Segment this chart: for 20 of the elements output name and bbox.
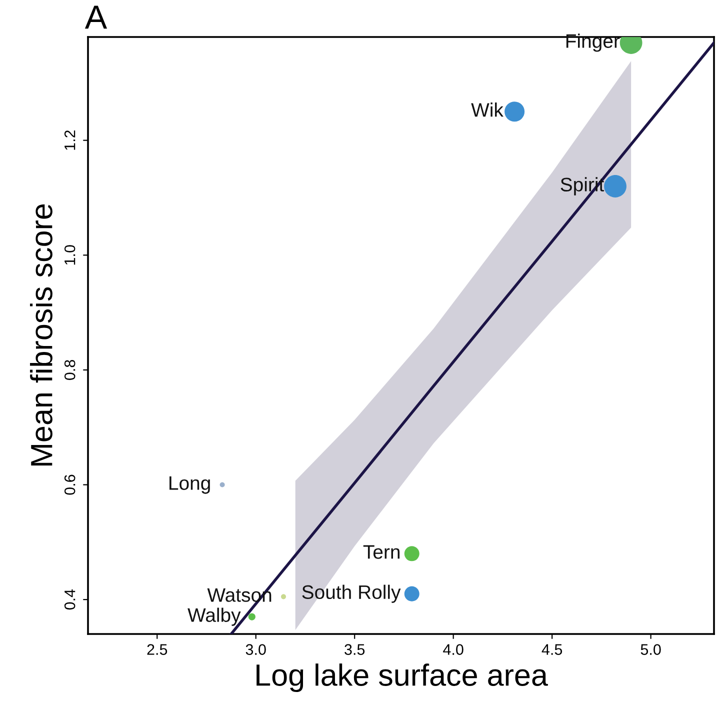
x-tick-label: 4.5 <box>542 644 562 655</box>
chart-title: A <box>84 6 108 29</box>
annotation: Finger <box>566 34 620 52</box>
annotation: Walby <box>188 608 241 626</box>
x-tick-label: 3.5 <box>344 644 365 655</box>
y-tick-label: 0.6 <box>64 474 76 495</box>
x-tick-label: 4.0 <box>443 644 464 655</box>
y-tick-label: 1.2 <box>64 130 76 150</box>
annotation: Wik <box>471 102 504 117</box>
y-tick-label: 1.0 <box>64 245 76 265</box>
x-tick-label: 2.5 <box>147 644 168 655</box>
x-tick-label: 5.0 <box>640 644 661 655</box>
y-axis-title: Mean fibrosis score <box>30 204 52 466</box>
y-tick-label: 0.8 <box>64 360 76 380</box>
annotation: Tern <box>363 545 400 559</box>
y-tick-label: 0.4 <box>64 589 76 610</box>
x-tick-label: 3.0 <box>246 644 266 655</box>
annotation: South Rolly <box>302 584 401 603</box>
x-axis-title: Log lake surface area <box>256 664 548 692</box>
annotation: Long <box>170 476 210 494</box>
